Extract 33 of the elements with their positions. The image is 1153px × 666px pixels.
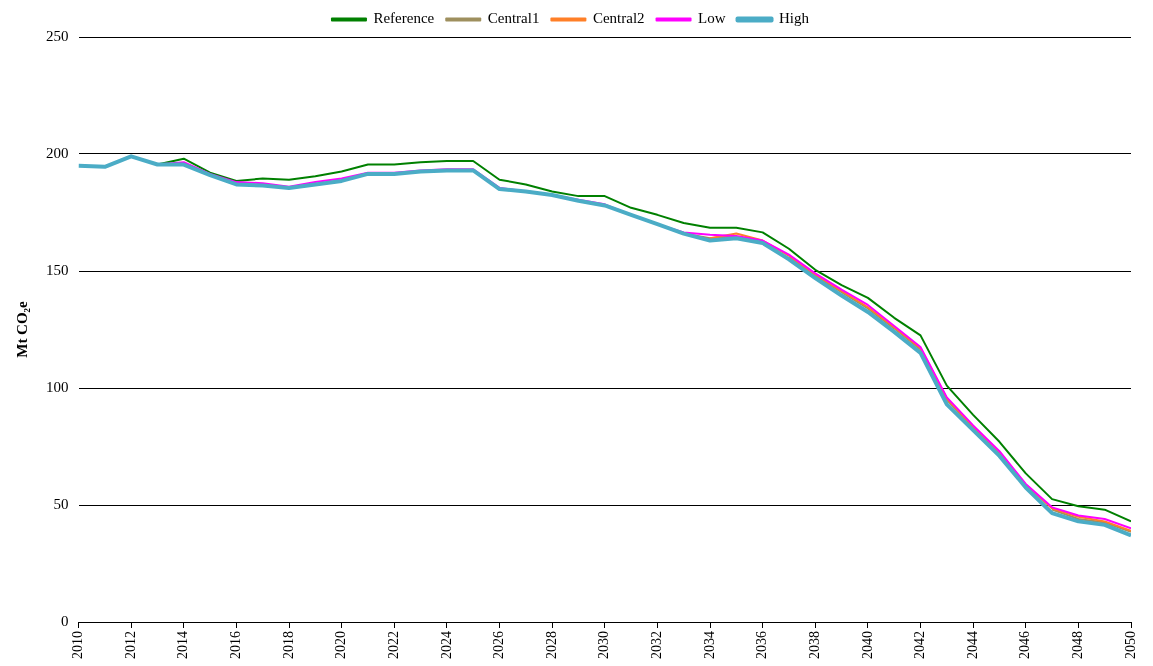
legend-label: Low: [698, 10, 726, 27]
x-tick-label: 2024: [438, 631, 454, 659]
x-tick-label: 2046: [1017, 631, 1033, 659]
y-tick-label: 50: [53, 495, 69, 512]
legend-label: High: [779, 10, 810, 27]
x-tick-label: 2020: [333, 631, 349, 659]
x-tick-label: 2044: [964, 631, 980, 659]
x-tick-label: 2022: [385, 631, 401, 659]
y-tick-label: 100: [46, 378, 69, 395]
x-tick-label: 2014: [175, 631, 191, 659]
x-tick-label: 2028: [543, 631, 559, 659]
legend-label: Reference: [373, 10, 435, 27]
x-tick-label: 2018: [280, 631, 296, 659]
y-tick-label: 250: [46, 27, 69, 44]
x-tick-label: 2036: [754, 631, 770, 659]
y-axis-title: Mt CO₂e: [13, 300, 30, 358]
x-tick-label: 2030: [596, 631, 612, 659]
legend-label: Central1: [487, 10, 540, 27]
x-tick-label: 2016: [228, 631, 244, 659]
y-tick-label: 200: [46, 144, 69, 161]
y-tick-label: 0: [61, 612, 69, 629]
x-tick-label: 2034: [701, 631, 717, 659]
x-tick-label: 2040: [859, 631, 875, 659]
x-tick-label: 2048: [1070, 631, 1086, 659]
x-tick-label: 2042: [912, 631, 928, 659]
legend-label: Central2: [592, 10, 645, 27]
x-tick-label: 2038: [806, 631, 822, 659]
y-tick-label: 150: [46, 261, 69, 278]
x-tick-label: 2050: [1122, 631, 1138, 659]
x-tick-label: 2010: [70, 631, 86, 659]
x-tick-label: 2012: [122, 631, 138, 659]
x-tick-label: 2032: [649, 631, 665, 659]
x-tick-label: 2026: [491, 631, 507, 659]
